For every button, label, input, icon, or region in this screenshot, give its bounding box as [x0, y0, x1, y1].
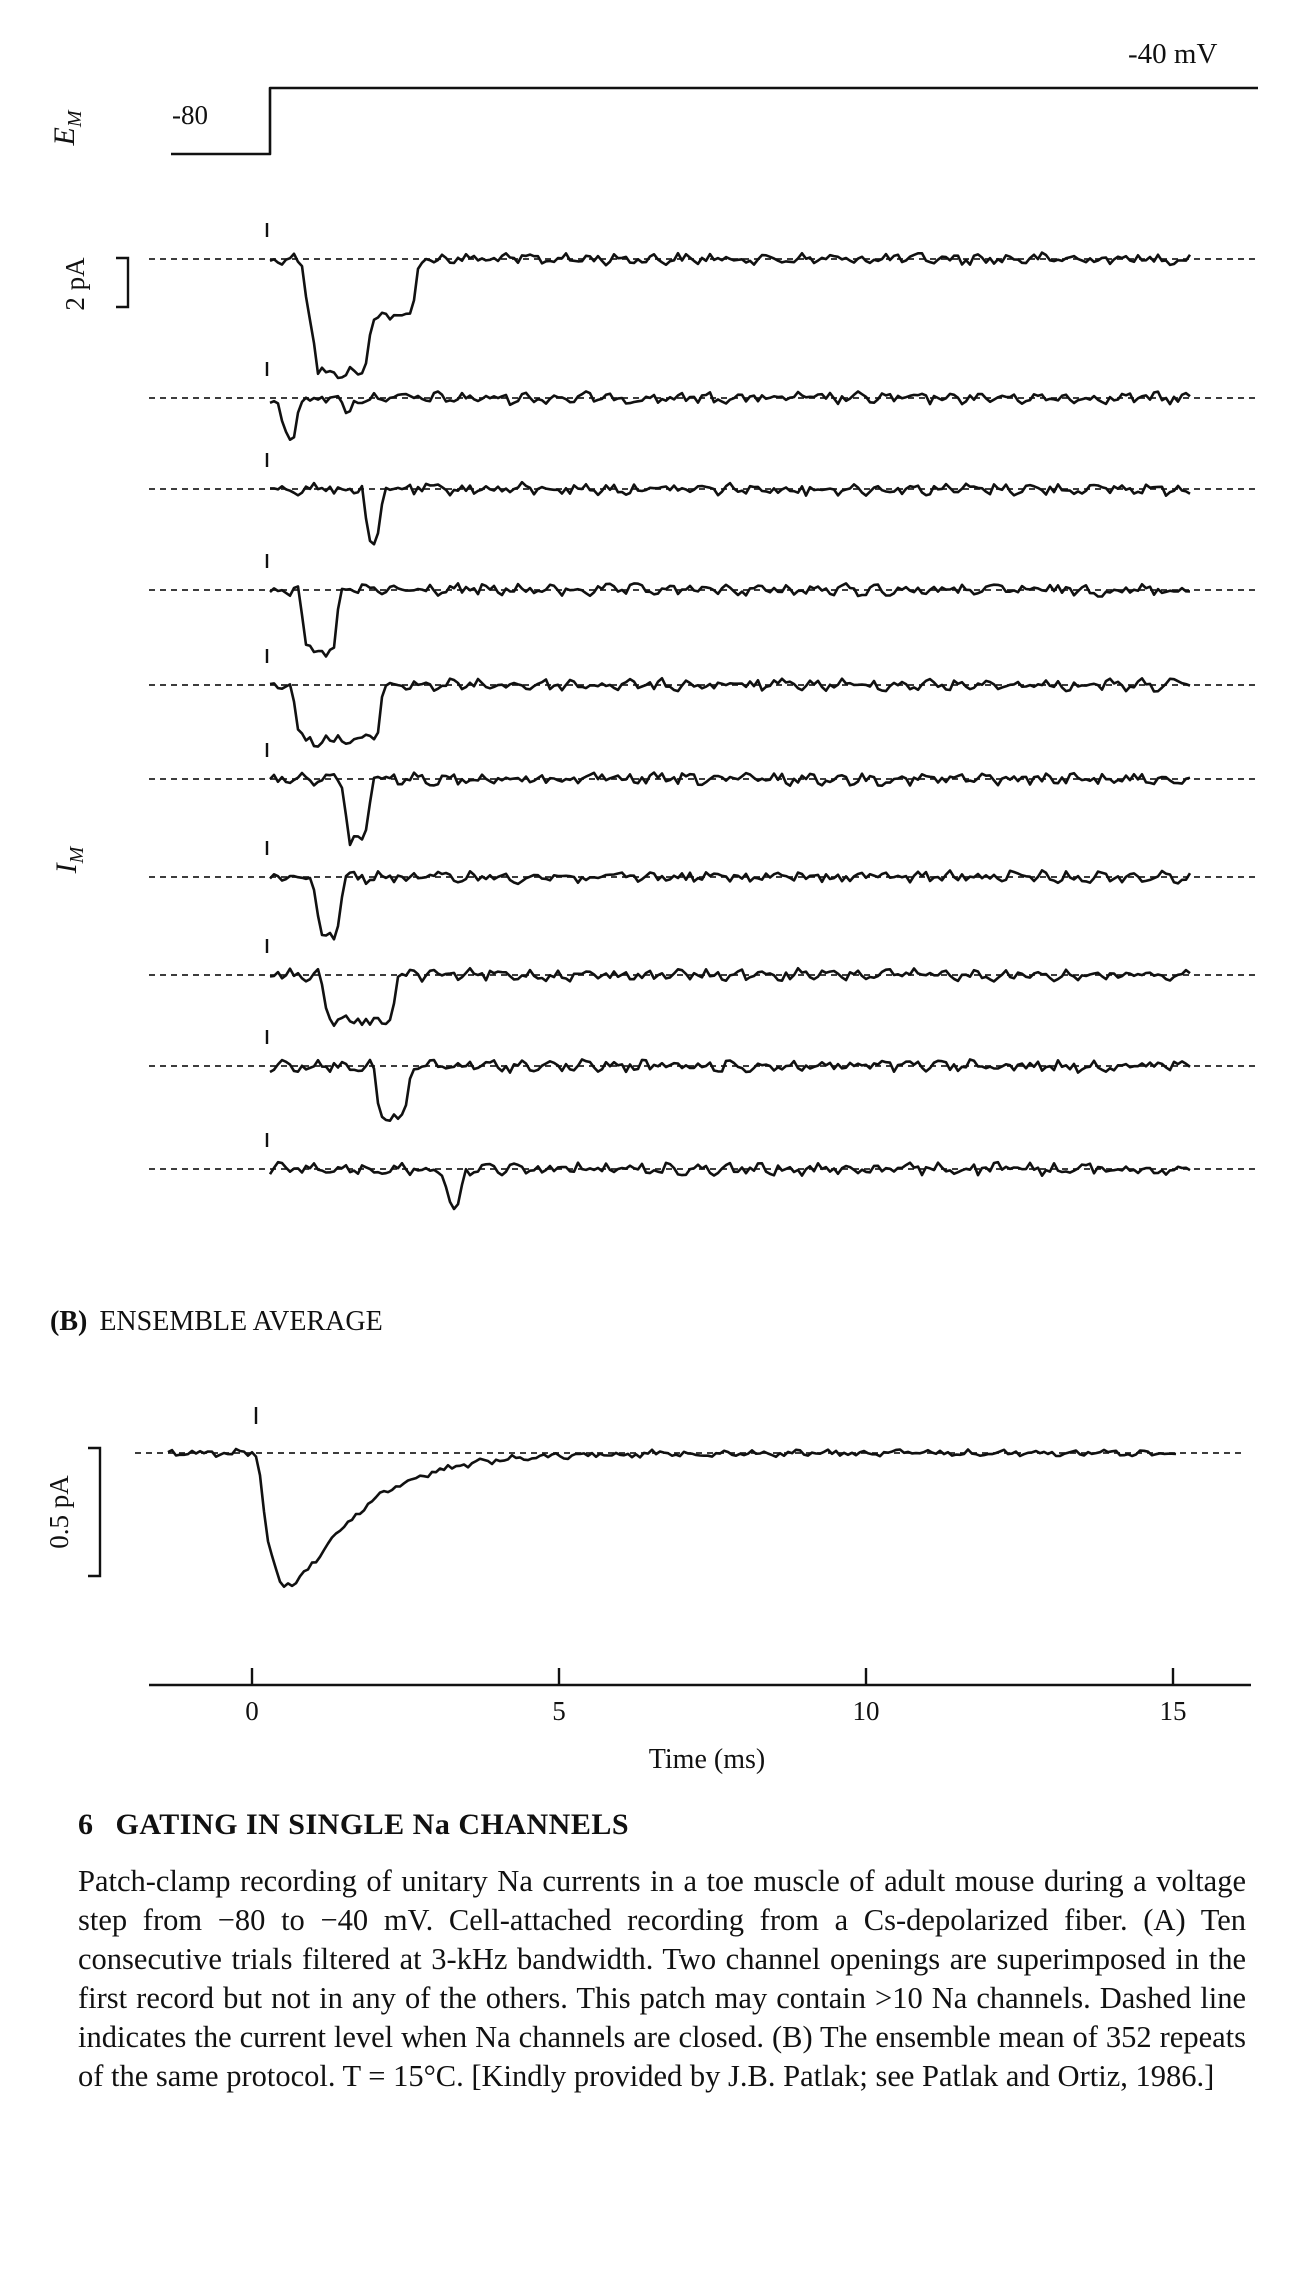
im-label: IM — [50, 845, 88, 874]
step-label: -40 mV — [1128, 38, 1217, 70]
holding-label: -80 — [172, 100, 208, 130]
tick-label: 0 — [245, 1696, 259, 1726]
current-trace — [269, 771, 1191, 847]
em-label: EM — [48, 109, 86, 146]
current-trace — [269, 1058, 1191, 1122]
current-trace — [269, 869, 1192, 941]
current-trace — [269, 251, 1192, 380]
panel-b-label: (B) ENSEMBLE AVERAGE — [50, 1306, 383, 1337]
current-trace — [269, 677, 1191, 748]
im-sub: M — [66, 845, 88, 864]
tick-label: 15 — [1160, 1696, 1187, 1726]
panel-letter: (B) — [50, 1306, 87, 1337]
scale-text: 2 pA — [60, 257, 90, 311]
caption-text: Patch-clamp recording of unitary Na curr… — [78, 1864, 1246, 2093]
current-trace — [269, 582, 1191, 658]
caption-heading: 6 GATING IN SINGLE Na CHANNELS — [78, 1808, 629, 1842]
axis-title: Time (ms) — [649, 1744, 765, 1775]
figure-number: 6 — [78, 1808, 94, 1841]
b-scale-label: 0.5 pA — [44, 1475, 74, 1549]
em-sub: M — [64, 109, 86, 128]
ensemble-trace — [167, 1447, 1177, 1588]
scale-bar — [116, 256, 130, 309]
pa-scale-label: 2 pA — [60, 257, 90, 311]
panel-title: ENSEMBLE AVERAGE — [99, 1306, 382, 1337]
current-trace — [269, 967, 1191, 1027]
tick-label: 10 — [853, 1696, 880, 1726]
figure-title: GATING IN SINGLE Na CHANNELS — [115, 1808, 630, 1841]
im-symbol: IM — [50, 845, 88, 874]
tick-label: 5 — [552, 1696, 566, 1726]
scale-text: 0.5 pA — [44, 1475, 74, 1549]
em-symbol: EM — [48, 109, 86, 146]
im-I: I — [50, 861, 83, 874]
figure: -40 mV -80 EM 2 pA IM (B) ENSEMBLE AVERAG… — [44, 38, 1258, 1775]
current-trace — [269, 390, 1191, 441]
scale-bar — [88, 1446, 102, 1578]
em-E: E — [48, 127, 81, 146]
current-trace — [270, 480, 1191, 546]
voltage-step — [171, 86, 1258, 156]
current-trace — [268, 1160, 1191, 1211]
